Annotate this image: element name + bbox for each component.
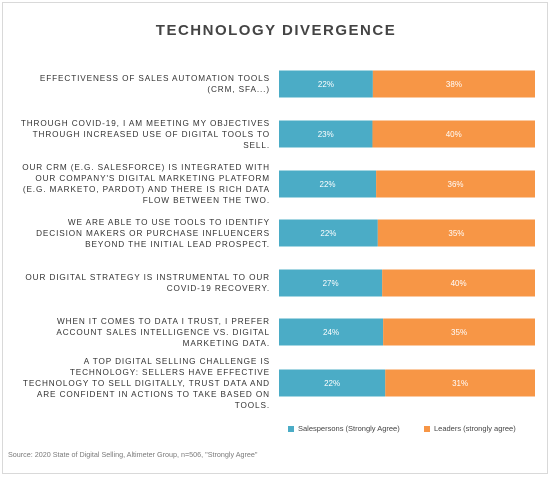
bar-salespersons bbox=[279, 70, 373, 98]
category-label: OUR CRM (E.G. SALESFORCE) IS INTEGRATED … bbox=[22, 163, 270, 205]
data-label: 38% bbox=[446, 80, 462, 89]
data-label: 36% bbox=[448, 180, 464, 189]
category-label: WE ARE ABLE TO USE TOOLS TO IDENTIFY DEC… bbox=[36, 217, 270, 249]
bar-leaders bbox=[376, 170, 535, 198]
legend-leaders: Leaders (strongly agree) bbox=[424, 424, 516, 433]
data-label: 40% bbox=[451, 279, 467, 288]
data-label: 31% bbox=[452, 379, 468, 388]
data-label: 35% bbox=[451, 328, 467, 337]
category-label: WHEN IT COMES TO DATA I TRUST, I PREFER … bbox=[56, 316, 270, 348]
bar-salespersons bbox=[279, 170, 377, 198]
source-note: Source: 2020 State of Digital Selling, A… bbox=[8, 450, 258, 459]
chart-title: TECHNOLOGY DIVERGENCE bbox=[155, 22, 397, 39]
bar-salespersons bbox=[279, 269, 383, 297]
data-label: 27% bbox=[323, 279, 339, 288]
data-label: 35% bbox=[448, 229, 464, 238]
data-label: 22% bbox=[318, 80, 334, 89]
data-label: 22% bbox=[320, 229, 336, 238]
bar-leaders bbox=[383, 318, 535, 346]
legend-swatch-leaders bbox=[424, 425, 430, 432]
legend-label-leaders: Leaders (strongly agree) bbox=[434, 424, 516, 433]
bar-salespersons bbox=[279, 318, 384, 346]
bar-leaders bbox=[372, 70, 535, 98]
bar-salespersons bbox=[279, 120, 373, 148]
bar-leaders bbox=[382, 269, 535, 297]
category-label: OUR DIGITAL STRATEGY IS INSTRUMENTAL TO … bbox=[25, 273, 270, 293]
bar-salespersons bbox=[279, 219, 378, 247]
data-label: 23% bbox=[318, 130, 334, 139]
data-label: 22% bbox=[324, 379, 340, 388]
data-label: 40% bbox=[446, 130, 462, 139]
bar-leaders bbox=[377, 219, 535, 247]
bar-salespersons bbox=[279, 369, 386, 397]
data-label: 22% bbox=[320, 180, 336, 189]
bar-leaders bbox=[372, 120, 535, 148]
legend-salespersons: Salespersons (Strongly Agree) bbox=[288, 424, 400, 433]
category-label: A TOP DIGITAL SELLING CHALLENGE IS TECHN… bbox=[22, 356, 270, 410]
legend-label-salespersons: Salespersons (Strongly Agree) bbox=[298, 424, 400, 433]
legend-swatch-salespersons bbox=[288, 425, 294, 432]
bar-leaders bbox=[385, 369, 535, 397]
category-label: EFFECTIVENESS OF SALES AUTOMATION TOOLS … bbox=[39, 74, 270, 94]
data-label: 24% bbox=[323, 328, 339, 337]
category-label: THROUGH COVID-19, I AM MEETING MY OBJECT… bbox=[20, 118, 270, 150]
